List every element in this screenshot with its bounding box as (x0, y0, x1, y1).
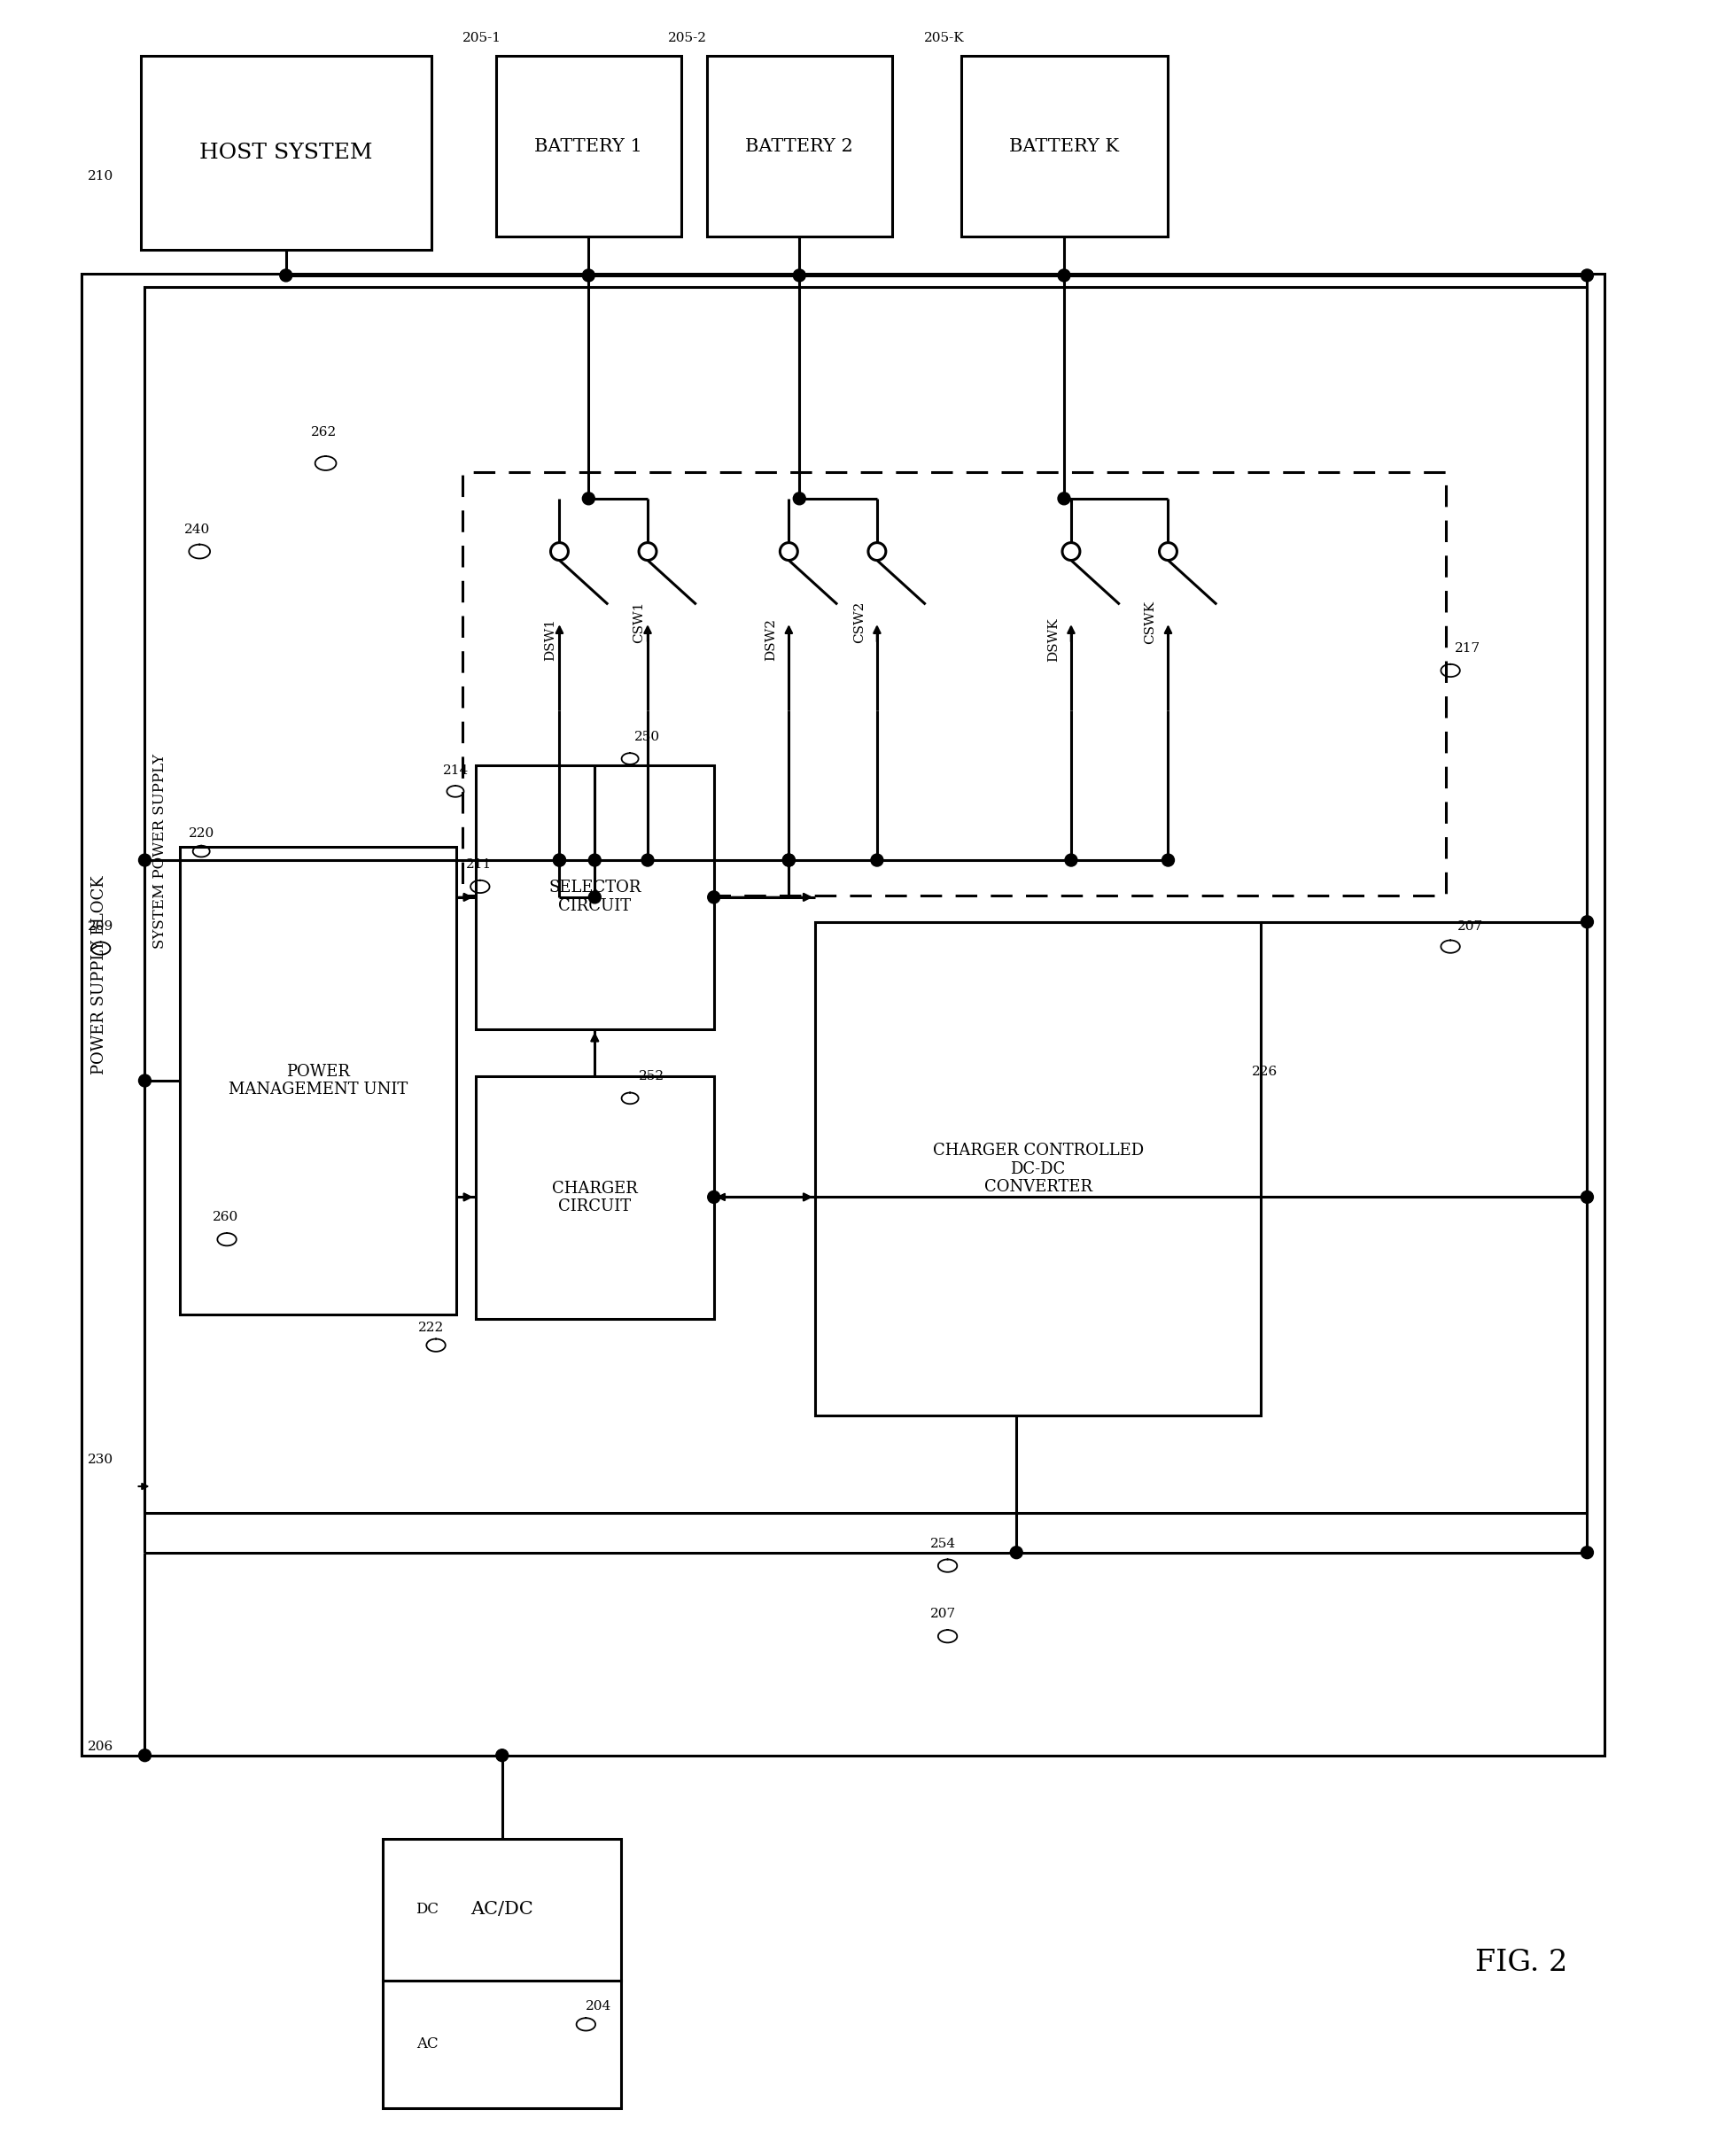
Circle shape (1581, 916, 1593, 927)
Circle shape (1581, 1546, 1593, 1559)
FancyBboxPatch shape (141, 56, 431, 250)
Text: SELECTOR
CIRCUIT: SELECTOR CIRCUIT (548, 880, 640, 914)
FancyBboxPatch shape (81, 274, 1605, 1755)
Text: 262: 262 (311, 427, 337, 438)
Circle shape (707, 1190, 719, 1203)
Text: 214: 214 (443, 763, 469, 776)
Circle shape (139, 854, 151, 867)
Text: 222: 222 (419, 1322, 445, 1335)
Text: 230: 230 (88, 1453, 113, 1466)
Text: 260: 260 (213, 1212, 239, 1225)
Text: 220: 220 (189, 828, 215, 841)
Circle shape (639, 543, 656, 561)
Circle shape (553, 854, 565, 867)
Circle shape (793, 270, 805, 282)
Text: 217: 217 (1454, 642, 1480, 655)
FancyBboxPatch shape (144, 287, 1587, 1514)
Circle shape (582, 492, 594, 505)
Text: HOST SYSTEM: HOST SYSTEM (199, 142, 373, 164)
Text: 210: 210 (88, 170, 113, 183)
Text: DC: DC (416, 1902, 438, 1917)
Text: AC: AC (416, 2035, 438, 2050)
Text: 209: 209 (88, 921, 113, 934)
Text: POWER
MANAGEMENT UNIT: POWER MANAGEMENT UNIT (228, 1063, 407, 1097)
Circle shape (553, 854, 565, 867)
Text: 206: 206 (88, 1740, 113, 1753)
FancyBboxPatch shape (476, 765, 714, 1031)
FancyBboxPatch shape (476, 1076, 714, 1319)
FancyBboxPatch shape (816, 923, 1260, 1416)
Text: BATTERY 1: BATTERY 1 (534, 138, 642, 155)
Circle shape (1581, 1190, 1593, 1203)
Circle shape (1581, 270, 1593, 282)
Text: BATTERY 2: BATTERY 2 (745, 138, 853, 155)
Text: CSW2: CSW2 (853, 602, 865, 642)
Text: CSW1: CSW1 (632, 602, 646, 642)
Circle shape (582, 270, 594, 282)
Circle shape (1058, 270, 1070, 282)
Circle shape (871, 854, 883, 867)
FancyBboxPatch shape (462, 472, 1446, 895)
Circle shape (1063, 543, 1080, 561)
Text: 205-K: 205-K (924, 32, 965, 45)
Text: DSW2: DSW2 (766, 619, 778, 662)
Text: 240: 240 (184, 524, 211, 535)
Circle shape (496, 1749, 508, 1761)
FancyBboxPatch shape (496, 56, 682, 237)
Circle shape (139, 1074, 151, 1087)
Text: FIG. 2: FIG. 2 (1475, 1949, 1568, 1977)
FancyBboxPatch shape (180, 847, 457, 1315)
Circle shape (869, 543, 886, 561)
Text: 211: 211 (465, 858, 491, 871)
Text: 207: 207 (1458, 921, 1483, 934)
Circle shape (589, 854, 601, 867)
Circle shape (280, 270, 292, 282)
FancyBboxPatch shape (383, 1979, 622, 2109)
Text: SYSTEM POWER SUPPLY: SYSTEM POWER SUPPLY (153, 755, 167, 949)
Circle shape (793, 492, 805, 505)
Circle shape (551, 543, 568, 561)
Circle shape (1159, 543, 1176, 561)
Text: 254: 254 (931, 1537, 956, 1550)
Circle shape (780, 543, 798, 561)
Text: POWER SUPPLY BLOCK: POWER SUPPLY BLOCK (91, 875, 106, 1074)
Text: 205-2: 205-2 (668, 32, 707, 45)
Circle shape (783, 854, 795, 867)
Circle shape (707, 890, 719, 903)
Circle shape (589, 890, 601, 903)
Text: 226: 226 (1252, 1065, 1277, 1078)
Text: CSWK: CSWK (1144, 599, 1157, 645)
Text: DSWK: DSWK (1047, 617, 1059, 662)
Text: CHARGER CONTROLLED
DC-DC
CONVERTER: CHARGER CONTROLLED DC-DC CONVERTER (932, 1143, 1144, 1194)
FancyBboxPatch shape (707, 56, 893, 237)
Text: 205-1: 205-1 (462, 32, 501, 45)
Text: 204: 204 (585, 2001, 611, 2014)
Circle shape (139, 1749, 151, 1761)
Text: 250: 250 (635, 731, 661, 744)
Text: AC/DC: AC/DC (470, 1902, 534, 1919)
FancyBboxPatch shape (383, 1839, 622, 1979)
Circle shape (1162, 854, 1174, 867)
Text: BATTERY K: BATTERY K (1010, 138, 1119, 155)
Circle shape (1010, 1546, 1023, 1559)
Circle shape (1058, 492, 1070, 505)
Text: DSW1: DSW1 (544, 619, 556, 662)
Circle shape (642, 854, 654, 867)
Circle shape (783, 854, 795, 867)
FancyBboxPatch shape (962, 56, 1168, 237)
Text: 207: 207 (931, 1608, 956, 1621)
Text: 252: 252 (639, 1069, 664, 1082)
Text: CHARGER
CIRCUIT: CHARGER CIRCUIT (551, 1179, 637, 1214)
Circle shape (1065, 854, 1077, 867)
